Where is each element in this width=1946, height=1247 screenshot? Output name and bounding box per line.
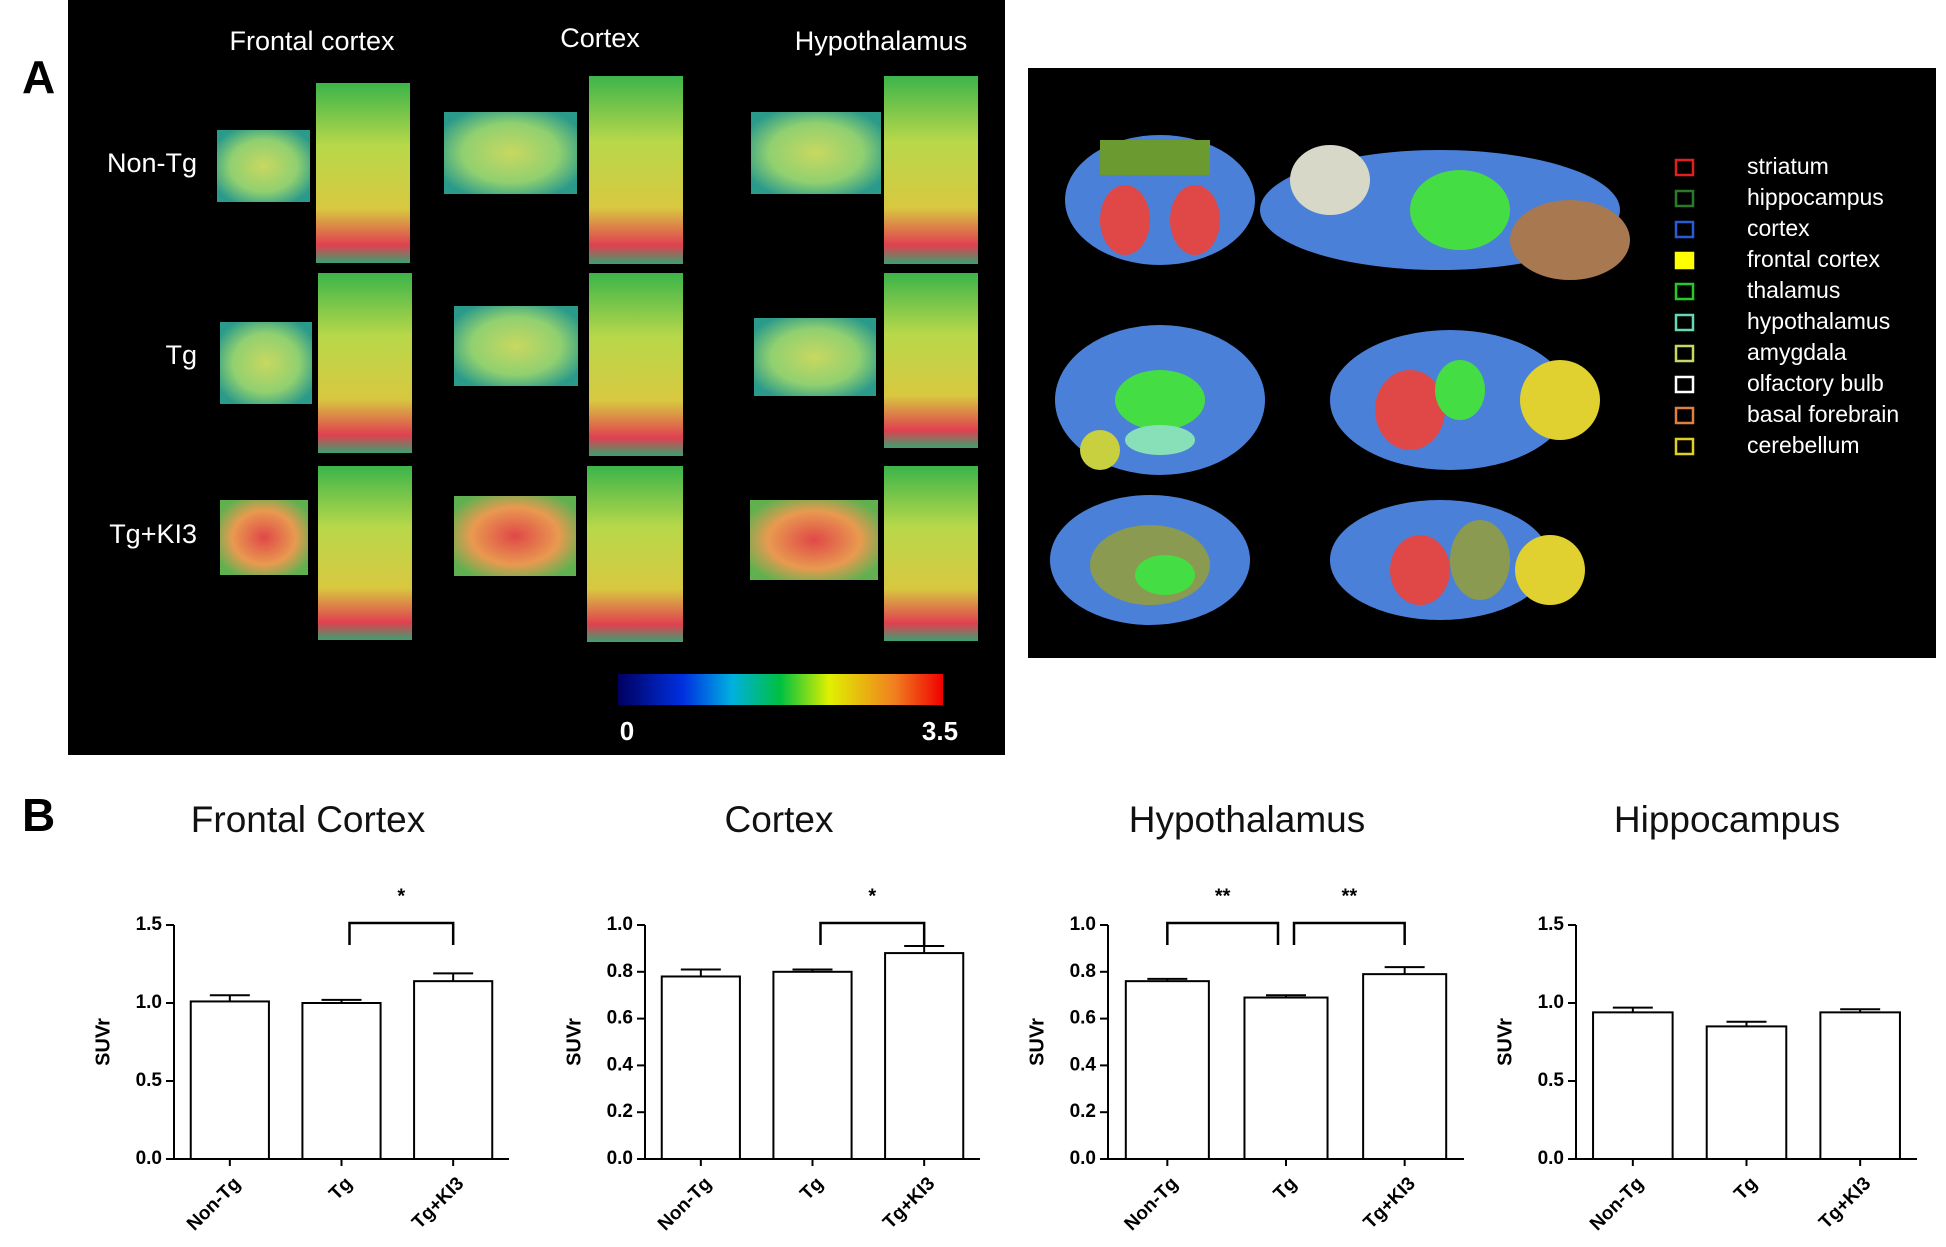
x-tick-label: Tg [796, 1173, 827, 1204]
bar [1592, 1011, 1674, 1160]
bar [301, 1002, 382, 1160]
y-axis-label: SUVr [1494, 1018, 1516, 1066]
y-axis-label: SUVr [92, 1018, 114, 1066]
atlas-images [1050, 135, 1630, 625]
bar [1243, 996, 1329, 1160]
legend-swatch [1674, 313, 1695, 332]
x-tick-label: Tg+KI3 [1360, 1173, 1420, 1233]
colorbar-min: 0 [620, 716, 634, 746]
significance-bracket [1166, 921, 1280, 945]
group-label: Tg+KI3 [109, 519, 197, 549]
legend-swatch [1674, 375, 1695, 394]
y-tick-label: 0.5 [136, 1070, 163, 1091]
x-tick-label: Non-Tg [183, 1173, 245, 1235]
y-axis-label: SUVr [563, 1018, 585, 1066]
group-label: Non-Tg [107, 148, 197, 178]
y-tick-label: 0.4 [607, 1054, 634, 1075]
legend-label: hypothalamus [1747, 308, 1890, 334]
y-tick-label: 1.0 [607, 914, 633, 935]
x-tick-label: Tg+KI3 [879, 1173, 939, 1233]
bar [1124, 980, 1210, 1160]
bar [660, 975, 741, 1160]
legend-label: striatum [1747, 153, 1829, 179]
legend-label: basal forebrain [1747, 401, 1899, 427]
colorbar-max: 3.5 [922, 716, 958, 746]
legend-swatch [1674, 251, 1695, 270]
legend-swatch [1674, 189, 1695, 208]
y-tick-label: 1.5 [136, 914, 163, 935]
y-tick-label: 1.0 [136, 992, 162, 1013]
y-tick-label: 0.8 [607, 961, 633, 982]
chart-title: Frontal Cortex [191, 799, 426, 840]
y-tick-label: 1.5 [1538, 914, 1565, 935]
bar [884, 952, 965, 1161]
y-tick-label: 0.2 [1070, 1101, 1096, 1122]
region-label: Hypothalamus [795, 26, 968, 56]
legend-swatch [1674, 406, 1695, 425]
region-label: Cortex [560, 23, 640, 53]
x-tick-label: Non-Tg [654, 1173, 716, 1235]
x-tick-label: Tg [325, 1173, 356, 1204]
y-tick-label: 0.0 [1070, 1148, 1096, 1169]
chart-title: Hypothalamus [1129, 799, 1366, 840]
colorbar [618, 674, 943, 705]
x-tick-label: Tg [1730, 1173, 1761, 1204]
significance-bracket [819, 921, 926, 945]
legend-label: frontal cortex [1747, 246, 1880, 272]
chart-title: Hippocampus [1614, 799, 1840, 840]
y-tick-label: 0.4 [1070, 1054, 1097, 1075]
bar [1705, 1025, 1788, 1161]
legend-label: olfactory bulb [1747, 370, 1884, 396]
bar [1362, 973, 1448, 1161]
y-tick-label: 0.2 [607, 1101, 633, 1122]
x-tick-label: Tg+KI3 [1815, 1173, 1875, 1233]
significance-label: ** [1215, 885, 1231, 907]
y-tick-label: 1.0 [1070, 914, 1096, 935]
panel-letter: B [22, 789, 55, 841]
pet-images [217, 76, 978, 642]
bar [772, 970, 853, 1160]
bar [189, 1000, 270, 1160]
legend-label: cerebellum [1747, 432, 1860, 458]
x-tick-label: Tg [1270, 1173, 1301, 1204]
x-tick-label: Non-Tg [1121, 1173, 1183, 1235]
bar [413, 980, 494, 1160]
y-axis-label: SUVr [1026, 1018, 1048, 1066]
bar [1819, 1011, 1901, 1160]
legend-label: cortex [1747, 215, 1810, 241]
charts: Frontal Cortex SUVr 0.0 0.5 1.0 1.5 Non-Tg Tg Tg… [92, 799, 1917, 1235]
y-tick-label: 0.0 [136, 1148, 162, 1169]
legend-swatch [1674, 220, 1695, 239]
y-tick-label: 0.0 [1538, 1148, 1564, 1169]
legend-label: thalamus [1747, 277, 1840, 303]
x-tick-label: Non-Tg [1586, 1173, 1648, 1235]
legend-swatch [1674, 437, 1695, 456]
x-tick-label: Tg+KI3 [408, 1173, 468, 1233]
legend-label: hippocampus [1747, 184, 1884, 210]
significance-bracket [348, 921, 455, 945]
legend-swatch [1674, 158, 1695, 177]
y-tick-label: 0.8 [1070, 961, 1096, 982]
chart-title: Cortex [725, 799, 834, 840]
legend: striatum hippocampus cortex frontal cortex t… [1674, 153, 1899, 458]
y-tick-label: 0.0 [607, 1148, 633, 1169]
significance-label: * [868, 885, 876, 907]
panel-letter: A [22, 51, 55, 103]
legend-swatch [1674, 282, 1695, 301]
significance-label: * [397, 885, 405, 907]
significance-bracket [1292, 921, 1406, 945]
y-tick-label: 0.6 [1070, 1008, 1096, 1029]
group-label: Tg [165, 340, 197, 370]
y-tick-label: 0.5 [1538, 1070, 1565, 1091]
region-label: Frontal cortex [229, 26, 395, 56]
y-tick-label: 1.0 [1538, 992, 1564, 1013]
legend-swatch [1674, 344, 1695, 363]
y-tick-label: 0.6 [607, 1008, 633, 1029]
legend-label: amygdala [1747, 339, 1847, 365]
significance-label: ** [1342, 885, 1358, 907]
